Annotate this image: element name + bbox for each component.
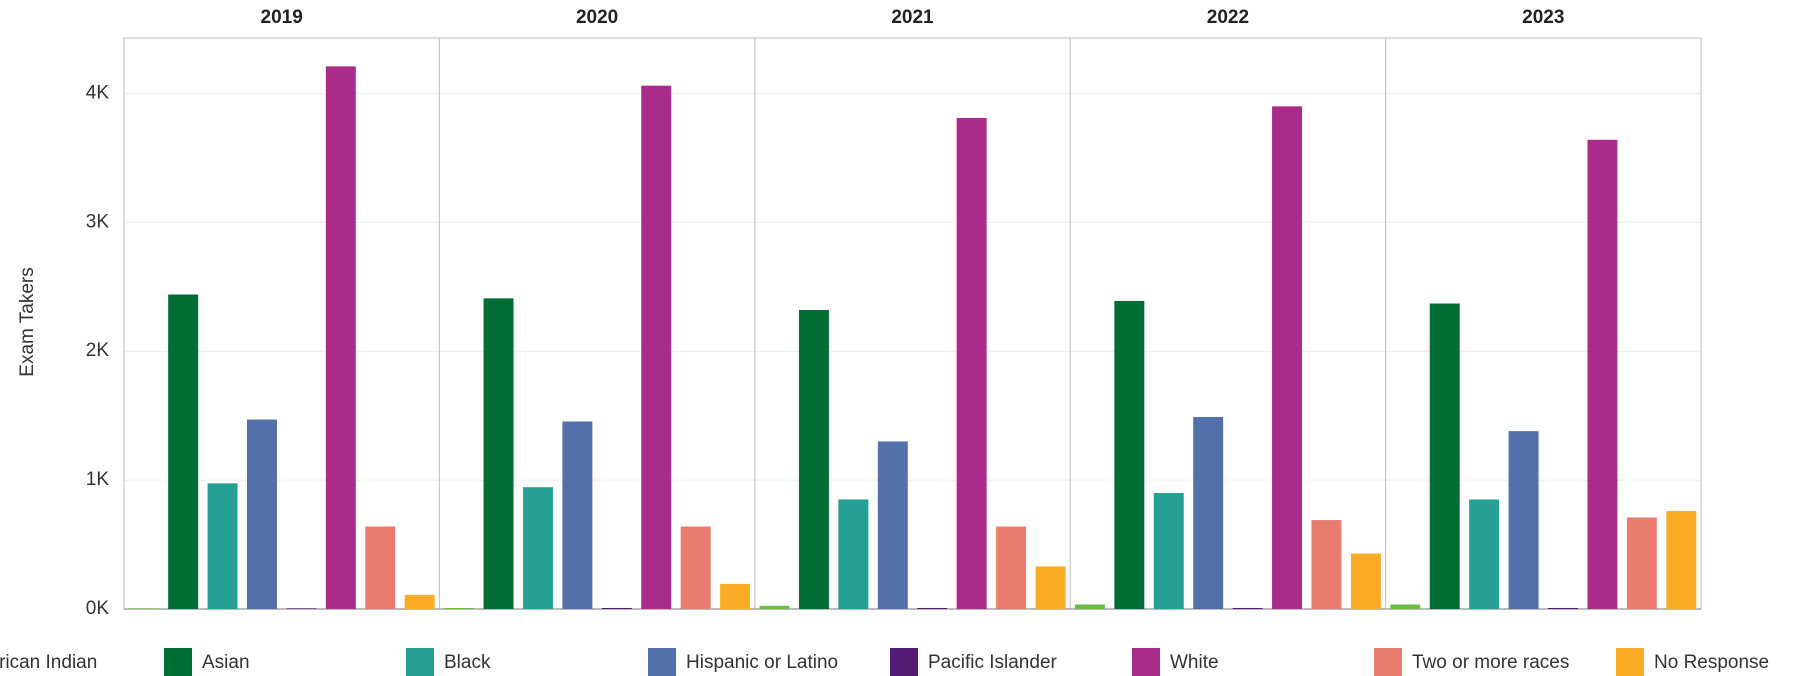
bar [680, 526, 711, 609]
y-tick-label: 3K [86, 211, 110, 232]
bar [1193, 416, 1224, 609]
legend-swatch [1374, 648, 1402, 676]
bar [1548, 607, 1578, 609]
bar [956, 117, 987, 610]
legend-label: White [1170, 652, 1219, 673]
bar [1429, 303, 1460, 609]
facet-label: 2019 [261, 7, 303, 28]
bar [325, 66, 356, 609]
bar [1074, 604, 1105, 609]
legend-swatch [1616, 648, 1644, 676]
legend-label: Two or more races [1412, 652, 1569, 673]
bar [1390, 604, 1421, 609]
y-tick-label: 0K [86, 598, 110, 619]
bar [168, 294, 199, 609]
legend-label: Pacific Islander [928, 652, 1058, 673]
facet-label: 2021 [891, 7, 934, 28]
facet-label: 2020 [576, 7, 618, 28]
bar [1350, 553, 1381, 609]
bar [601, 607, 632, 609]
legend-swatch [1132, 648, 1160, 676]
bar [798, 309, 829, 609]
bar [720, 583, 751, 609]
bar [404, 594, 435, 609]
legend-label: Hispanic or Latino [686, 652, 838, 673]
bar [1587, 139, 1618, 610]
facet-label: 2022 [1207, 7, 1249, 28]
y-tick-label: 2K [86, 340, 110, 361]
bar [877, 441, 908, 609]
y-tick-label: 1K [86, 469, 110, 490]
bar [1626, 517, 1657, 609]
bar [996, 526, 1027, 609]
bar [1272, 106, 1303, 609]
bar [483, 298, 514, 609]
y-axis-title: Exam Takers [17, 267, 38, 376]
bar [365, 526, 396, 609]
legend-label: Black [444, 652, 491, 673]
legend-swatch [406, 648, 434, 676]
bar [1508, 431, 1539, 609]
bar [1311, 520, 1342, 609]
legend-swatch [648, 648, 676, 676]
bar [444, 607, 475, 609]
facet-label: 2023 [1522, 7, 1564, 28]
bar [247, 419, 277, 609]
bar [128, 608, 159, 609]
legend-swatch [164, 648, 192, 676]
bar [1666, 511, 1697, 609]
legend-swatch [890, 648, 918, 676]
bar [641, 85, 672, 610]
bar [522, 487, 553, 609]
bar [207, 483, 238, 609]
bar [286, 608, 317, 609]
bar [1469, 499, 1500, 609]
bar [1153, 492, 1184, 609]
y-tick-label: 4K [86, 82, 110, 103]
legend-label: No Response [1654, 652, 1769, 673]
bar [838, 499, 869, 609]
legend-label: Asian [202, 652, 250, 673]
bar [1035, 566, 1066, 609]
bar [1232, 607, 1263, 609]
bar [917, 607, 948, 609]
bar [1114, 300, 1145, 609]
plot-frame [123, 37, 1702, 610]
bar [562, 421, 593, 609]
bar [759, 605, 790, 609]
legend-label: American Indian [0, 652, 97, 673]
